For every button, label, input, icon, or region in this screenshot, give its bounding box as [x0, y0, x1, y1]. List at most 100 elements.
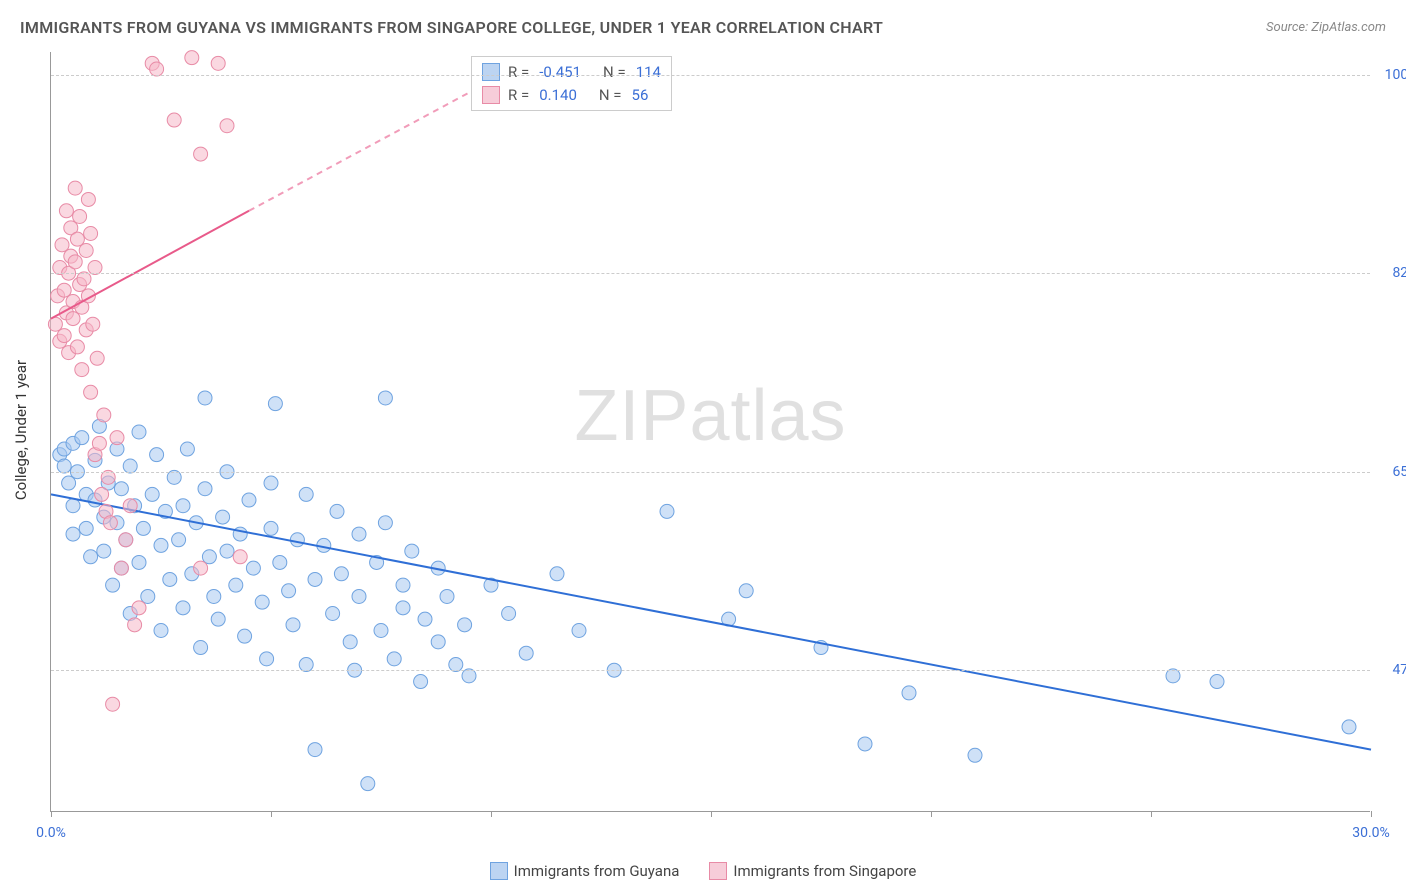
scatter-point [119, 533, 133, 547]
y-tick-label: 65.0% [1375, 464, 1406, 480]
scatter-point [167, 113, 181, 127]
scatter-point [286, 618, 300, 632]
scatter-point [86, 317, 100, 331]
scatter-point [352, 589, 366, 603]
scatter-point [55, 238, 69, 252]
scatter-point [81, 192, 95, 206]
scatter-point [282, 584, 296, 598]
stat-r-label: R = [508, 84, 529, 107]
scatter-point [660, 504, 674, 518]
scatter-point [97, 408, 111, 422]
scatter-point [246, 561, 260, 575]
scatter-point [440, 589, 454, 603]
scatter-point [103, 516, 117, 530]
stat-n-label: N = [599, 84, 622, 107]
scatter-point [57, 329, 71, 343]
scatter-point [172, 533, 186, 547]
scatter-point [858, 737, 872, 751]
scatter-point [136, 521, 150, 535]
chart-title: IMMIGRANTS FROM GUYANA VS IMMIGRANTS FRO… [20, 18, 883, 37]
scatter-point [194, 641, 208, 655]
scatter-point [1210, 675, 1224, 689]
stat-n-value: 56 [632, 84, 649, 107]
scatter-point [95, 487, 109, 501]
legend-stat-row: R = -0.451N = 114 [482, 61, 661, 84]
scatter-point [396, 578, 410, 592]
x-tick [271, 811, 272, 817]
legend-label: Immigrants from Singapore [733, 862, 916, 880]
scatter-point [387, 652, 401, 666]
scatter-point [75, 363, 89, 377]
y-tick-label: 82.5% [1375, 265, 1406, 281]
scatter-point [414, 675, 428, 689]
scatter-point [114, 482, 128, 496]
scatter-point [150, 448, 164, 462]
scatter-point [128, 618, 142, 632]
scatter-point [92, 436, 106, 450]
scatter-point [123, 499, 137, 513]
scatter-point [154, 624, 168, 638]
scatter-point [1342, 720, 1356, 734]
scatter-point [220, 544, 234, 558]
legend-swatch [490, 862, 508, 880]
scatter-point [242, 493, 256, 507]
x-tick [711, 811, 712, 817]
legend-swatch [482, 86, 500, 104]
scatter-point [352, 527, 366, 541]
y-tick-label: 100.0% [1375, 67, 1406, 83]
x-tick [51, 811, 52, 817]
trend-line [51, 494, 1371, 749]
scatter-point [290, 533, 304, 547]
scatter-point [176, 499, 190, 513]
x-tick [1371, 811, 1372, 817]
scatter-point [73, 209, 87, 223]
scatter-point [216, 510, 230, 524]
scatter-point [334, 567, 348, 581]
scatter-point [968, 748, 982, 762]
x-tick-label: 30.0% [1352, 825, 1390, 841]
scatter-point [431, 635, 445, 649]
scatter-point [132, 601, 146, 615]
scatter-point [68, 181, 82, 195]
scatter-point [739, 584, 753, 598]
scatter-point [180, 442, 194, 456]
scatter-point [308, 572, 322, 586]
scatter-point [84, 226, 98, 240]
legend-label: Immigrants from Guyana [514, 862, 680, 880]
scatter-point [62, 476, 76, 490]
legend-stats-box: R = -0.451N = 114R = 0.140N = 56 [471, 56, 672, 111]
scatter-point [132, 555, 146, 569]
scatter-point [378, 391, 392, 405]
scatter-point [68, 255, 82, 269]
scatter-point [185, 51, 199, 65]
scatter-point [264, 521, 278, 535]
scatter-point [260, 652, 274, 666]
scatter-point [502, 606, 516, 620]
y-axis-label: College, Under 1 year [12, 360, 30, 500]
stat-r-value: 0.140 [539, 84, 577, 107]
scatter-point [330, 504, 344, 518]
legend-stat-row: R = 0.140 N = 56 [482, 84, 661, 107]
scatter-point [48, 317, 62, 331]
stat-r-value: -0.451 [539, 61, 581, 84]
scatter-point [114, 561, 128, 575]
scatter-point [106, 578, 120, 592]
legend-swatch [482, 63, 500, 81]
scatter-point [202, 550, 216, 564]
scatter-point [207, 589, 221, 603]
scatter-point [198, 391, 212, 405]
scatter-point [326, 606, 340, 620]
x-tick [931, 811, 932, 817]
scatter-point [378, 516, 392, 530]
scatter-point [264, 476, 278, 490]
scatter-point [418, 612, 432, 626]
scatter-point [273, 555, 287, 569]
scatter-point [84, 385, 98, 399]
gridline-h [51, 670, 1370, 671]
stat-n-label: N = [603, 61, 626, 84]
scatter-point [132, 425, 146, 439]
stat-r-label: R = [508, 61, 529, 84]
scatter-point [194, 561, 208, 575]
scatter-point [902, 686, 916, 700]
scatter-point [268, 397, 282, 411]
